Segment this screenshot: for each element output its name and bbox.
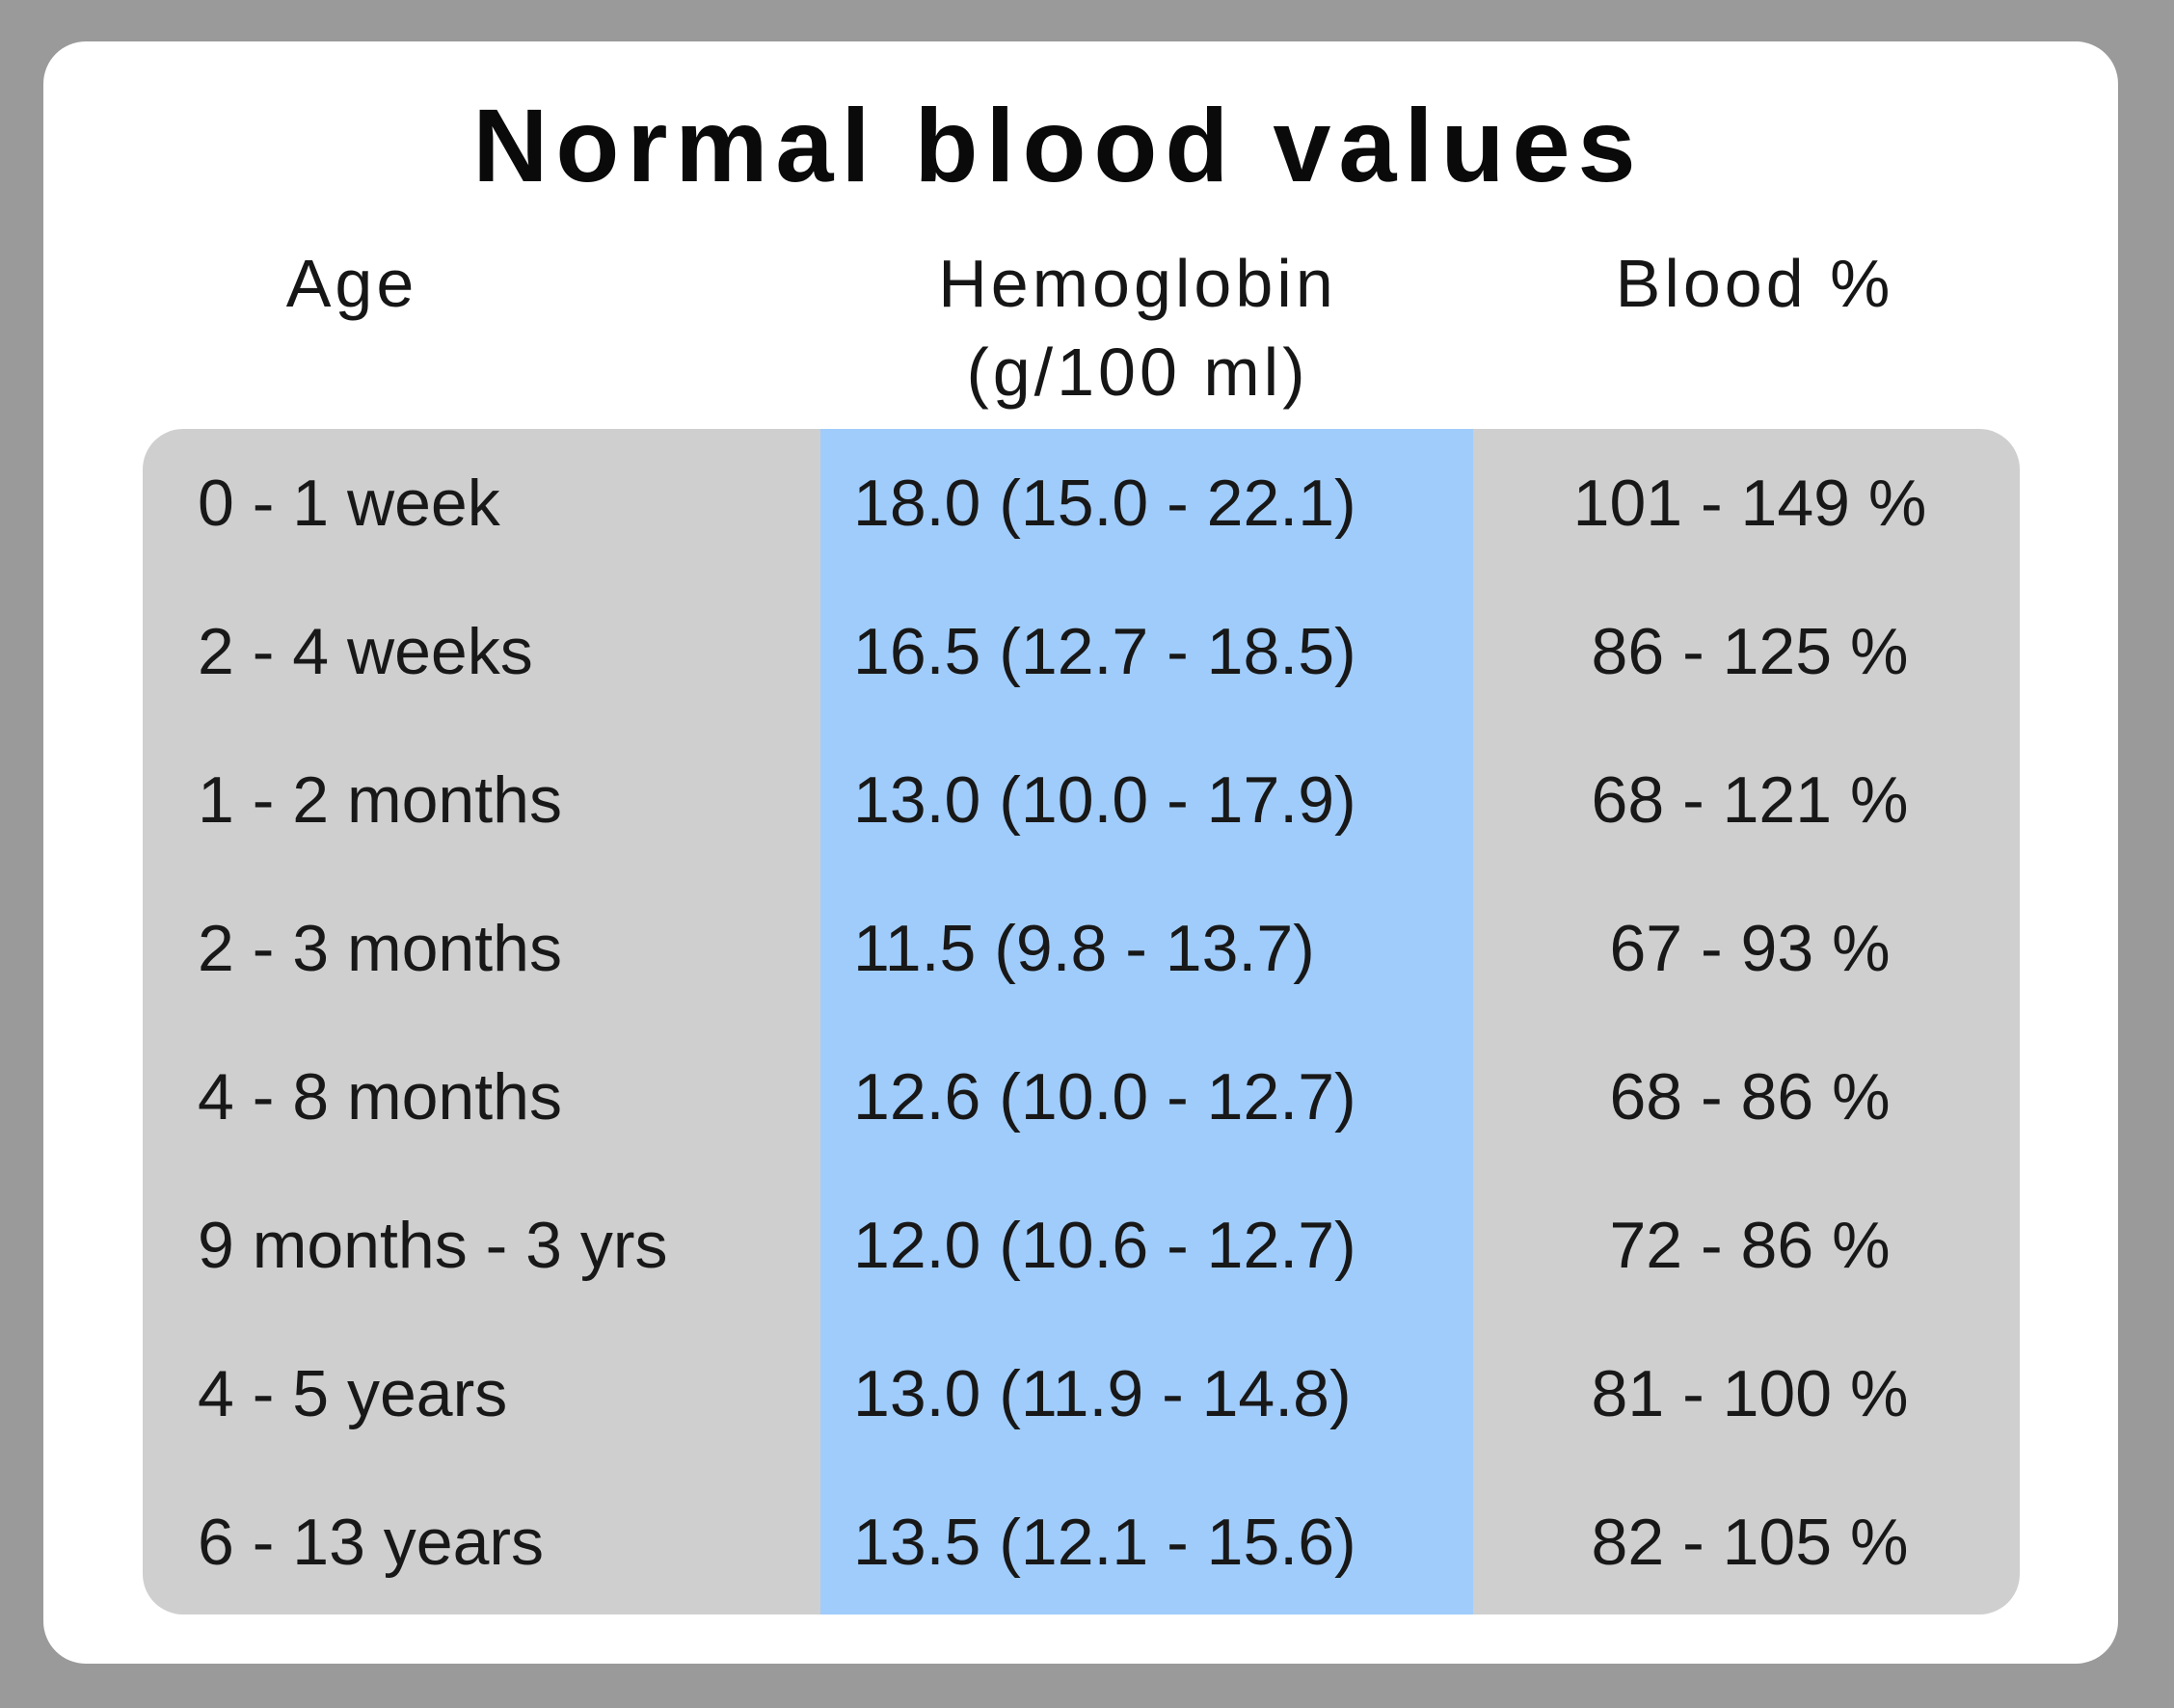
cell-blood-percent: 68 - 121 % [1591, 763, 1909, 837]
table-row: 4 - 5 years 13.0 (11.9 - 14.8) 81 - 100 % [0, 1320, 2174, 1468]
table-row: 1 - 2 months 13.0 (10.0 - 17.9) 68 - 121 % [0, 726, 2174, 874]
cell-age: 6 - 13 years [198, 1506, 545, 1579]
cell-blood-percent: 81 - 100 % [1591, 1357, 1909, 1430]
table-row: 0 - 1 week 18.0 (15.0 - 22.1) 101 - 149 % [0, 429, 2174, 577]
cell-blood-percent: 67 - 93 % [1609, 912, 1891, 985]
cell-age: 1 - 2 months [198, 763, 562, 837]
cell-hemoglobin: 12.6 (10.0 - 12.7) [853, 1060, 1356, 1134]
cell-age: 2 - 4 weeks [198, 615, 533, 688]
cell-hemoglobin: 18.0 (15.0 - 22.1) [853, 467, 1356, 540]
cell-blood-percent: 86 - 125 % [1591, 615, 1909, 688]
column-header-hemoglobin-line1: Hemoglobin [938, 246, 1337, 321]
cell-blood-percent: 72 - 86 % [1609, 1209, 1891, 1282]
column-header-hemoglobin: Hemoglobin (g/100 ml) [848, 239, 1427, 416]
cell-age: 4 - 5 years [198, 1357, 508, 1430]
chart-title: Normal blood values [472, 87, 1644, 203]
cell-hemoglobin: 13.5 (12.1 - 15.6) [853, 1506, 1356, 1579]
table-row: 9 months - 3 yrs 12.0 (10.6 - 12.7) 72 - 8… [0, 1171, 2174, 1320]
cell-age: 4 - 8 months [198, 1060, 562, 1134]
column-header-blood: Blood % [1615, 246, 1894, 321]
table-row: 6 - 13 years 13.5 (12.1 - 15.6) 82 - 105 % [0, 1468, 2174, 1616]
cell-blood-percent: 82 - 105 % [1591, 1506, 1909, 1579]
cell-age: 2 - 3 months [198, 912, 562, 985]
column-header-hemoglobin-unit: (g/100 ml) [966, 334, 1309, 410]
table-row: 2 - 3 months 11.5 (9.8 - 13.7) 67 - 93 % [0, 874, 2174, 1023]
cell-hemoglobin: 12.0 (10.6 - 12.7) [853, 1209, 1356, 1282]
hemoglobin-column-highlight [820, 429, 1473, 1615]
cell-blood-percent: 101 - 149 % [1572, 467, 1927, 540]
cell-hemoglobin: 13.0 (11.9 - 14.8) [853, 1357, 1352, 1430]
cell-age: 9 months - 3 yrs [198, 1209, 668, 1282]
table-row: 4 - 8 months 12.6 (10.0 - 12.7) 68 - 86 % [0, 1023, 2174, 1171]
cell-blood-percent: 68 - 86 % [1609, 1060, 1891, 1134]
cell-hemoglobin: 16.5 (12.7 - 18.5) [853, 615, 1356, 688]
table-row: 2 - 4 weeks 16.5 (12.7 - 18.5) 86 - 125 % [0, 577, 2174, 726]
cell-hemoglobin: 11.5 (9.8 - 13.7) [853, 912, 1315, 985]
cell-hemoglobin: 13.0 (10.0 - 17.9) [853, 763, 1356, 837]
cell-age: 0 - 1 week [198, 467, 500, 540]
column-header-age: Age [285, 246, 418, 321]
